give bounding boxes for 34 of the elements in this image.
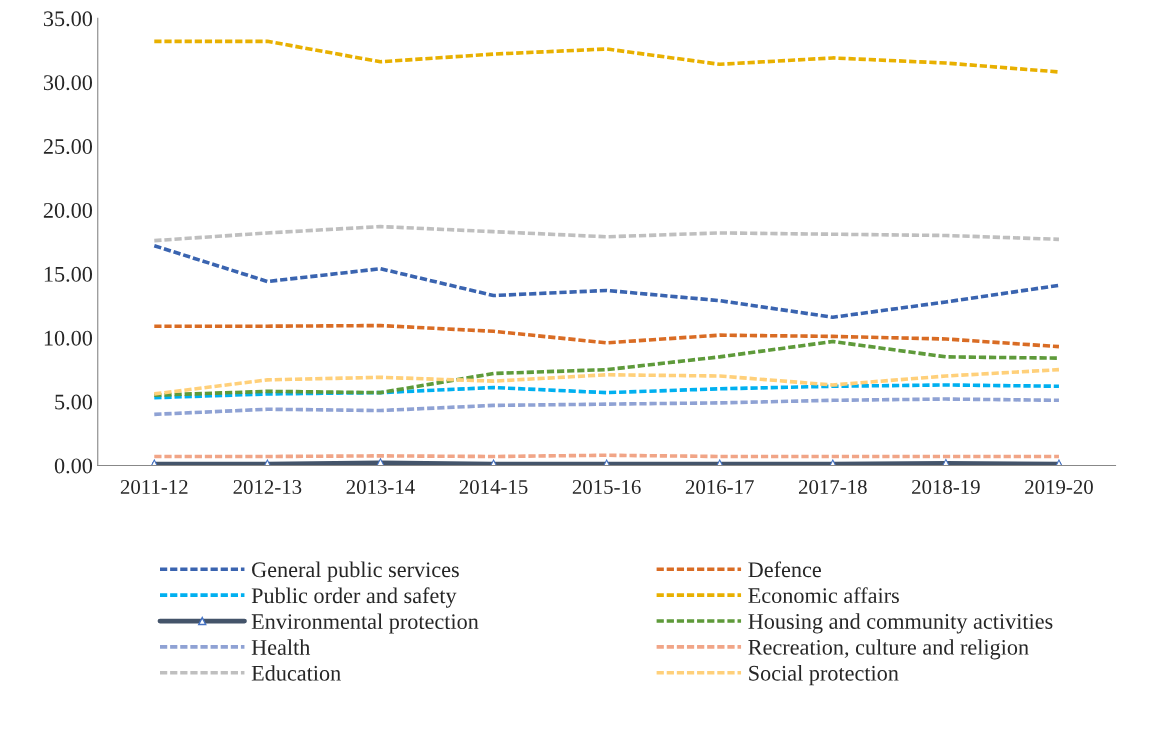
x-tick-label: 2013-14	[346, 479, 415, 495]
legend-label: Social protection	[749, 665, 899, 686]
x-tick-label: 2014-15	[459, 479, 528, 495]
x-tick-label: 2012-13	[233, 479, 302, 495]
line-series	[152, 39, 1061, 74]
legend-label: Economic affairs	[748, 587, 899, 604]
y-tick-label: 30.00	[43, 75, 93, 91]
legend-label: Education	[251, 665, 341, 681]
x-tick-label: 2016-17	[685, 479, 754, 495]
y-tick-label: 35.00	[43, 11, 93, 27]
line-series	[152, 243, 1061, 320]
legend-label: Recreation, culture and religion	[748, 639, 1029, 660]
line-series	[152, 224, 1061, 243]
line-series	[152, 367, 1061, 396]
line-series	[152, 397, 1061, 417]
y-tick-label: 5.00	[55, 394, 93, 410]
x-tick-label: 2015-16	[572, 479, 641, 495]
y-tick-label: 0.00	[54, 458, 93, 474]
y-tick-label: 15.00	[44, 266, 93, 282]
legend-label: Public order and safety	[251, 587, 457, 608]
x-tick-label: 2019-20	[1025, 479, 1093, 495]
x-tick-label: 2017-18	[798, 479, 867, 495]
line-series	[152, 323, 1061, 349]
legend-label: General public services	[252, 561, 459, 582]
legend-label: Housing and community activities	[748, 613, 1053, 634]
y-tick-label: 25.00	[43, 139, 93, 155]
y-tick-label: 10.00	[44, 330, 93, 346]
legend-label: Health	[251, 639, 311, 655]
line-series	[152, 383, 1061, 400]
x-tick-label: 2018-19	[912, 479, 980, 495]
x-tick-label: 2011-12	[120, 479, 188, 495]
y-tick-label: 20.00	[43, 202, 93, 218]
legend-label: Defence	[748, 561, 821, 578]
legend-label: Environmental protection	[251, 613, 479, 634]
